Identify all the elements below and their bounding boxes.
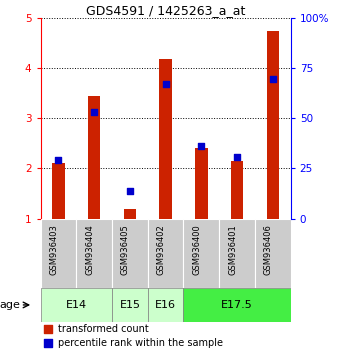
Text: GSM936401: GSM936401 [228,224,237,275]
Bar [184,219,219,288]
Bar [184,289,291,321]
Point [270,76,275,82]
Bar [76,219,112,288]
Point [56,157,61,163]
Text: GSM936402: GSM936402 [156,224,166,275]
Text: E17.5: E17.5 [221,300,253,310]
Bar [160,59,172,219]
Text: GSM936400: GSM936400 [192,224,201,275]
Text: E16: E16 [155,300,176,310]
Bar [231,161,243,219]
Text: percentile rank within the sample: percentile rank within the sample [58,338,223,348]
Text: transformed count: transformed count [58,324,149,334]
Text: GSM936405: GSM936405 [121,224,130,275]
Bar [124,209,136,219]
Text: E14: E14 [66,300,87,310]
Point [127,188,132,194]
Bar [52,163,65,219]
Text: GSM936406: GSM936406 [264,224,273,275]
Bar [219,219,255,288]
Bar [267,31,279,219]
Text: GSM936403: GSM936403 [49,224,58,275]
Title: GDS4591 / 1425263_a_at: GDS4591 / 1425263_a_at [86,4,245,17]
Point [234,154,240,160]
Text: E15: E15 [119,300,140,310]
Text: age: age [0,300,21,310]
Point [231,141,237,147]
Point [92,109,97,115]
Bar [255,219,291,288]
Bar [112,289,148,321]
Text: GSM936404: GSM936404 [85,224,94,275]
Point [231,269,237,275]
Bar [41,219,76,288]
Bar [112,219,148,288]
Point [163,81,168,87]
Bar [41,289,112,321]
Bar [148,289,184,321]
Bar [148,219,184,288]
Bar [195,148,208,219]
Bar [88,96,100,219]
Point [199,143,204,149]
